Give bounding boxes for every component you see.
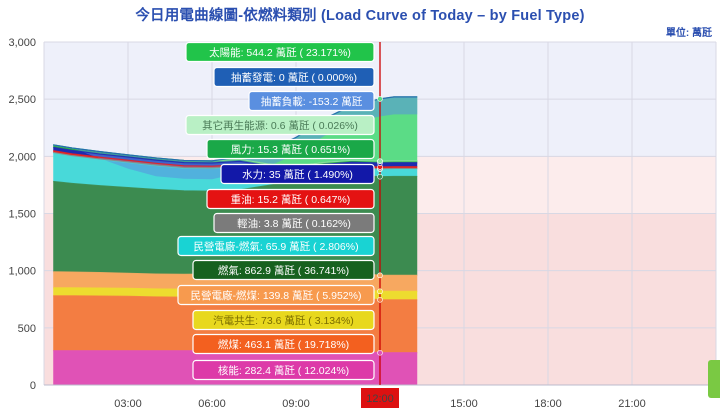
tooltip-text: 燃氣: 862.9 萬瓩 ( 36.741%): [218, 264, 349, 277]
cursor-marker: [377, 96, 383, 102]
x-tick-label: 21:00: [618, 398, 646, 410]
tooltip-item: 汽電共生: 73.6 萬瓩 ( 3.134%): [192, 309, 375, 331]
tooltip-item: 民營電廠-燃煤: 139.8 萬瓩 ( 5.952%): [177, 284, 375, 306]
y-axis: 0 500 1,000 1,500 2,000 2,500 3,000: [8, 37, 36, 392]
y-tick-label: 0: [30, 380, 36, 392]
x-tick-label: 15:00: [450, 398, 478, 410]
tooltip-pill: [206, 138, 375, 160]
cursor-marker: [377, 288, 383, 295]
y-tick-label: 3,000: [8, 37, 36, 49]
side-panel-tab[interactable]: [708, 360, 720, 398]
tooltip-pill: [177, 235, 375, 257]
edge-水力: [53, 146, 418, 169]
y-tick-label: 1,000: [8, 266, 36, 278]
tooltip-pill: [206, 188, 375, 210]
y-tick-label: 500: [18, 323, 36, 335]
tooltip-pill: [192, 333, 375, 355]
tooltip-item: 燃煤: 463.1 萬瓩 ( 19.718%): [192, 333, 375, 355]
x-tick-label: 18:00: [534, 398, 562, 410]
cursor-marker: [377, 158, 383, 164]
cursor-label: 12:00: [366, 393, 394, 405]
tooltip-text: 核能: 282.4 萬瓩 ( 12.024%): [218, 364, 349, 377]
x-tick-label: 03:00: [114, 398, 142, 410]
tooltip-item: 風力: 15.3 萬瓩 ( 0.651%): [206, 138, 375, 160]
tooltip-text: 汽電共生: 73.6 萬瓩 ( 3.134%): [213, 314, 354, 327]
chart-title: 今日用電曲線圖-依燃料類別 (Load Curve of Today – by …: [135, 8, 585, 24]
tooltip-text: 風力: 15.3 萬瓩 ( 0.651%): [231, 143, 351, 156]
cursor-label-box[interactable]: [361, 388, 399, 408]
tooltip-pill: [192, 259, 375, 281]
x-tick-label: 09:00: [282, 398, 310, 410]
tooltip-pill: [213, 66, 375, 88]
tooltip-item: 抽蓄發電: 0 萬瓩 ( 0.000%): [213, 66, 375, 88]
y-tick-label: 2,500: [8, 94, 36, 106]
y-tick-label: 2,000: [8, 151, 36, 163]
tooltip-item: 核能: 282.4 萬瓩 ( 12.024%): [192, 359, 375, 381]
x-tick-label: 06:00: [198, 398, 226, 410]
tooltip-stack: 太陽能: 544.2 萬瓩 ( 23.171%) 抽蓄發電: 0 萬瓩 ( 0.0…: [177, 41, 375, 381]
tooltip-item: 重油: 15.2 萬瓩 ( 0.647%): [206, 188, 375, 210]
tooltip-item: 水力: 35 萬瓩 ( 1.490%): [220, 163, 375, 185]
tooltip-text: 民營電廠-燃煤: 139.8 萬瓩 ( 5.952%): [191, 289, 362, 302]
tooltip-pill: [185, 114, 375, 136]
tooltip-pill: [177, 284, 375, 306]
tooltip-item: 民營電廠-燃氣: 65.9 萬瓩 ( 2.806%): [177, 235, 375, 257]
tooltip-pill: [192, 309, 375, 331]
tooltip-item: 輕油: 3.8 萬瓩 ( 0.162%): [213, 212, 375, 234]
tooltip-item: 燃氣: 862.9 萬瓩 ( 36.741%): [192, 259, 375, 281]
unit-label: 單位: 萬瓩: [665, 28, 712, 39]
tooltip-text: 水力: 35 萬瓩 ( 1.490%): [242, 168, 353, 181]
cursor-marker: [377, 173, 383, 180]
tooltip-pill: [185, 41, 375, 63]
tooltip-text: 其它再生能源: 0.6 萬瓩 ( 0.026%): [202, 119, 358, 132]
tooltip-text: 抽蓄負載: -153.2 萬瓩: [261, 95, 363, 108]
tooltip-item: 其它再生能源: 0.6 萬瓩 ( 0.026%): [185, 114, 375, 136]
tooltip-text: 重油: 15.2 萬瓩 ( 0.647%): [231, 193, 351, 206]
tooltip-pill: [213, 212, 375, 234]
tooltip-text: 太陽能: 544.2 萬瓩 ( 23.171%): [209, 46, 351, 59]
tooltip-text: 輕油: 3.8 萬瓩 ( 0.162%): [237, 217, 351, 230]
tooltip-pill: [192, 359, 375, 381]
tooltip-text: 抽蓄發電: 0 萬瓩 ( 0.000%): [231, 71, 357, 84]
tooltip-text: 燃煤: 463.1 萬瓩 ( 19.718%): [218, 338, 349, 351]
cursor-marker: [377, 349, 383, 356]
y-tick-label: 1,500: [8, 209, 36, 221]
tooltip-item: 太陽能: 544.2 萬瓩 ( 23.171%): [185, 41, 375, 63]
cursor-marker: [377, 272, 383, 279]
cursor-marker: [377, 297, 383, 303]
time-cursor[interactable]: 12:00: [361, 42, 399, 408]
x-axis: 03:00 06:00 09:00 15:00 18:00 21:00: [44, 384, 716, 410]
tooltip-pill: [220, 163, 375, 185]
tooltip-text: 民營電廠-燃氣: 65.9 萬瓩 ( 2.806%): [193, 240, 358, 253]
tooltip-pill: [248, 90, 375, 112]
tooltip-item: 抽蓄負載: -153.2 萬瓩: [248, 90, 375, 112]
